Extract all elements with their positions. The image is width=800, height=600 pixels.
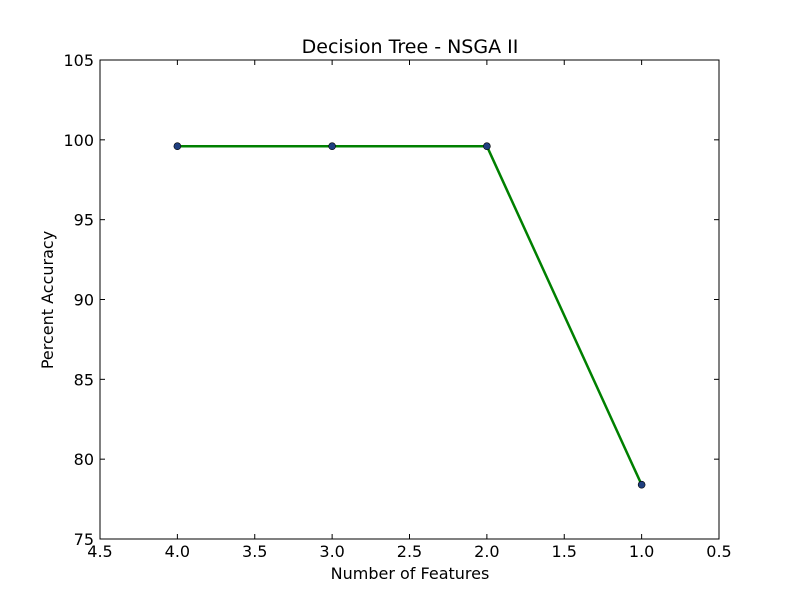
x-tick-label: 3.5 xyxy=(242,542,267,561)
x-tick-label: 0.5 xyxy=(706,542,731,561)
y-tick-label: 90 xyxy=(74,291,94,310)
x-tick-label: 2.5 xyxy=(397,542,422,561)
series-line xyxy=(177,144,643,486)
plot-frame xyxy=(99,59,720,540)
y-tick-label: 75 xyxy=(74,530,94,549)
data-point xyxy=(328,142,336,151)
data-point xyxy=(637,480,646,489)
y-axis-label: Percent Accuracy xyxy=(38,231,57,369)
x-tick-label: 3.0 xyxy=(319,542,344,561)
y-tick-label: 100 xyxy=(63,131,94,150)
x-tick-label: 4.0 xyxy=(165,542,190,561)
x-axis-label: Number of Features xyxy=(331,564,490,583)
data-point xyxy=(483,142,491,151)
y-tick-label: 95 xyxy=(74,211,94,230)
chart-title: Decision Tree - NSGA II xyxy=(302,36,519,58)
x-tick-label: 1.5 xyxy=(552,542,577,561)
x-tick-label: 4.5 xyxy=(87,542,112,561)
y-tick-label: 80 xyxy=(74,450,94,469)
y-tick-label: 85 xyxy=(74,370,94,389)
x-tick-label: 1.0 xyxy=(629,542,654,561)
y-tick-label: 105 xyxy=(63,51,94,70)
plot-area: 4.5 4.0 3.5 3.0 2.5 2.0 1.5 1.0 0.5 75 80 85 90 95 100… xyxy=(63,51,731,561)
data-point xyxy=(173,142,182,151)
x-tick-label: 2.0 xyxy=(474,542,499,561)
